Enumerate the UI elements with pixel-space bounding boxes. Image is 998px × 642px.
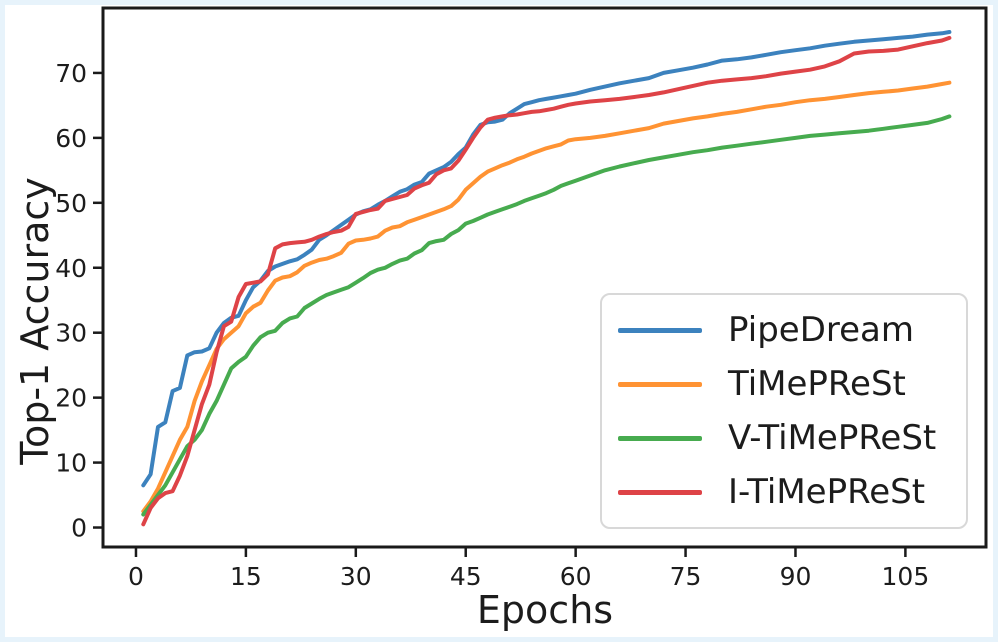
legend-line-swatch	[618, 435, 702, 441]
legend-label: I-TiMePReSt	[728, 472, 926, 512]
legend: PipeDream TiMePReSt V-TiMePReSt I-TiMePR…	[600, 293, 968, 529]
y-tick-label: 70	[55, 59, 87, 88]
x-axis-label: Epochs	[476, 588, 614, 632]
x-tick-label: 90	[780, 562, 812, 591]
figure-background: 0 15 30 45 60 75 90 105 0 10 20 30 40 50 60 70 Top-1 Ac…	[5, 5, 993, 637]
legend-label: TiMePReSt	[728, 364, 906, 404]
x-tick-label: 60	[560, 562, 592, 591]
legend-item-i-timeprest: I-TiMePReSt	[602, 475, 966, 509]
legend-label: PipeDream	[728, 310, 914, 350]
legend-item-timeprest: TiMePReSt	[602, 367, 966, 401]
x-tick-label: 30	[340, 562, 372, 591]
y-tick-label: 30	[55, 319, 87, 348]
y-tick-label: 50	[55, 189, 87, 218]
x-tick-label: 15	[230, 562, 262, 591]
legend-item-pipedream: PipeDream	[602, 313, 966, 347]
x-tick-label: 75	[670, 562, 702, 591]
plot-border	[101, 6, 988, 549]
y-tick-label: 10	[55, 449, 87, 478]
legend-line-swatch	[618, 327, 702, 333]
x-tick-label: 105	[882, 562, 930, 591]
legend-item-v-timeprest: V-TiMePReSt	[602, 421, 966, 455]
series-line-i-timeprest	[141, 35, 952, 527]
y-tick-label: 40	[55, 254, 87, 283]
y-tick-label: 60	[55, 124, 87, 153]
x-tick-label: 0	[128, 562, 144, 591]
y-tick-label: 20	[55, 384, 87, 413]
legend-line-swatch	[618, 489, 702, 495]
series-line-timeprest	[141, 80, 952, 514]
series-line-pipedream	[141, 30, 952, 488]
y-axis-label: Top-1 Accuracy	[13, 177, 57, 465]
y-tick-label: 0	[71, 514, 87, 543]
legend-label: V-TiMePReSt	[728, 418, 937, 458]
legend-line-swatch	[618, 381, 702, 387]
series-line-v-timeprest	[141, 114, 952, 517]
x-tick-label: 45	[450, 562, 482, 591]
